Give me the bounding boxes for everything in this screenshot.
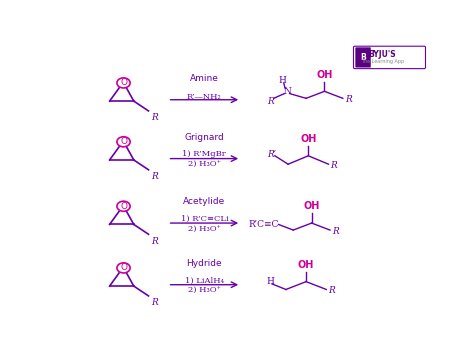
- Text: R’: R’: [267, 96, 276, 106]
- Text: R: R: [330, 161, 337, 170]
- Text: 1) R’MgBr: 1) R’MgBr: [182, 150, 226, 158]
- Text: B: B: [360, 53, 366, 62]
- Text: R: R: [332, 227, 338, 236]
- Text: R: R: [152, 172, 158, 181]
- Text: R: R: [152, 298, 158, 307]
- Text: R: R: [345, 95, 352, 104]
- Text: O: O: [120, 202, 127, 211]
- Text: 2) H₃O⁺: 2) H₃O⁺: [188, 225, 221, 233]
- Text: O: O: [120, 137, 127, 146]
- Text: H: H: [267, 277, 274, 286]
- Text: R: R: [328, 286, 335, 296]
- Text: BYJU'S: BYJU'S: [369, 50, 396, 59]
- Text: R: R: [152, 113, 158, 122]
- FancyBboxPatch shape: [354, 46, 426, 69]
- Text: 2) H₃O⁺: 2) H₃O⁺: [188, 160, 221, 168]
- Text: Amine: Amine: [190, 74, 219, 83]
- Text: The Learning App: The Learning App: [361, 59, 404, 64]
- Text: N: N: [283, 87, 291, 96]
- Text: 2) H₃O⁺: 2) H₃O⁺: [188, 286, 221, 294]
- Text: Hydride: Hydride: [187, 259, 222, 268]
- Text: O: O: [120, 78, 127, 87]
- Text: Acetylide: Acetylide: [183, 197, 226, 206]
- Text: OH: OH: [300, 134, 317, 144]
- Text: R’—NH₂: R’—NH₂: [187, 93, 222, 101]
- Text: Grignard: Grignard: [184, 133, 224, 142]
- Text: OH: OH: [298, 260, 314, 270]
- Text: R’: R’: [267, 150, 276, 159]
- Text: O: O: [120, 264, 127, 272]
- Text: H: H: [279, 76, 287, 84]
- Text: 1) R’C≡CLi: 1) R’C≡CLi: [181, 215, 228, 223]
- Text: OH: OH: [316, 70, 333, 80]
- Text: OH: OH: [303, 201, 320, 211]
- Text: R: R: [152, 237, 158, 245]
- FancyBboxPatch shape: [356, 47, 371, 67]
- Text: R’C≡C: R’C≡C: [248, 220, 279, 229]
- Text: 1) LiAlH₄: 1) LiAlH₄: [185, 277, 224, 285]
